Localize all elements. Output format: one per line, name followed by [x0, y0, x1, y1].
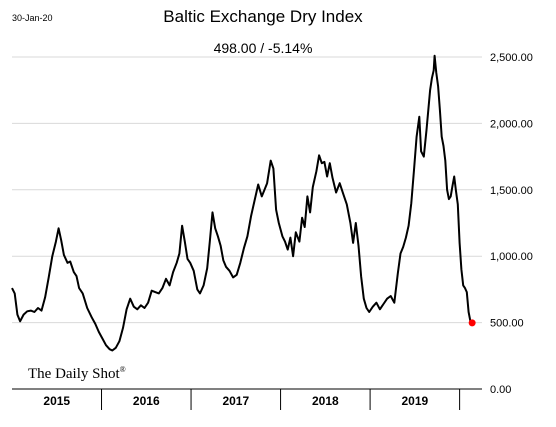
y-tick-label: 1,000.00: [490, 251, 533, 263]
y-axis-ticks: 0.00 500.00 1,000.00 1,500.00 2,000.00 2,500.…: [490, 52, 533, 396]
gridlines: [12, 56, 482, 324]
y-tick-label: 2,500.00: [490, 52, 533, 64]
brand-name: The Daily Shot: [28, 366, 120, 382]
y-tick-label: 1,500.00: [490, 185, 533, 197]
last-value-marker: [468, 319, 476, 327]
x-axis: 2015 2016 2017 2018 2019: [12, 388, 482, 410]
date-stamp: 30-Jan-20: [12, 13, 53, 23]
y-tick-label: 2,000.00: [490, 118, 533, 130]
brand-mark: ®: [120, 365, 126, 374]
brand-logo: The Daily Shot®: [28, 365, 126, 382]
x-tick-label: 2015: [43, 394, 70, 408]
x-tick-label: 2018: [312, 394, 339, 408]
y-tick-label: 0.00: [490, 384, 511, 396]
series-line: [11, 54, 473, 352]
x-tick-label: 2017: [222, 394, 249, 408]
y-tick-label: 500.00: [490, 318, 524, 330]
x-tick-label: 2019: [402, 394, 429, 408]
x-tick-label: 2016: [133, 394, 160, 408]
chart-subtitle: 498.00 / -5.14%: [214, 40, 313, 56]
chart-title: Baltic Exchange Dry Index: [163, 7, 363, 26]
